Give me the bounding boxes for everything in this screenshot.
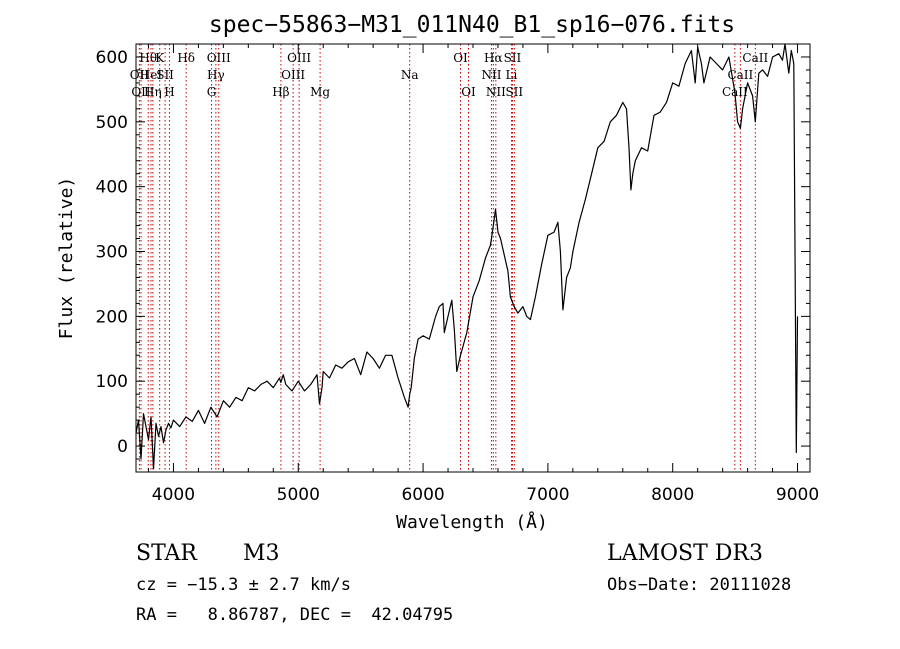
redshift-cz: cz = −15.3 ± 2.7 km/s <box>136 575 351 595</box>
survey-name: LAMOST DR3 <box>607 541 763 566</box>
coordinates: RA = 8.86787, DEC = 42.04795 <box>136 605 453 625</box>
y-tick-label: 500 <box>96 113 128 133</box>
line-label: OIII <box>287 51 311 65</box>
line-label: G <box>207 85 217 99</box>
line-label: Li <box>506 68 518 82</box>
y-tick-label: 400 <box>96 178 128 198</box>
line-label: H <box>164 85 174 99</box>
y-axis-label: Flux (relative) <box>56 177 77 340</box>
x-tick-label: 8000 <box>651 485 694 505</box>
line-label: Hγ <box>207 68 225 82</box>
line-label: NII <box>481 68 501 82</box>
x-axis: 4000 5000 6000 7000 8000 9000 <box>147 44 819 505</box>
line-label: Hα <box>484 51 503 65</box>
y-tick-label: 0 <box>117 437 128 457</box>
line-label: OI <box>461 85 476 99</box>
x-axis-label: Wavelength (Å) <box>396 511 548 533</box>
line-label: HeI <box>140 68 163 82</box>
x-tick-label: 7000 <box>526 485 569 505</box>
line-label: Na <box>401 68 419 82</box>
object-type: STAR <box>136 541 198 566</box>
line-label: OI <box>453 51 468 65</box>
line-label: OII <box>130 68 150 82</box>
y-axis: 0 100 200 300 400 500 600 <box>96 43 810 460</box>
line-label: CaII <box>742 51 768 65</box>
x-tick-label: 5000 <box>277 485 320 505</box>
x-tick-label: 4000 <box>152 485 195 505</box>
x-tick-label: 6000 <box>401 485 444 505</box>
obs-date: Obs−Date: 20111028 <box>607 575 791 595</box>
line-label: SII <box>504 51 522 65</box>
x-tick-label: 9000 <box>776 485 819 505</box>
line-label: SII <box>505 85 523 99</box>
line-label: Hθ <box>139 51 157 65</box>
y-tick-label: 100 <box>96 372 128 392</box>
line-label: Hβ <box>272 85 289 99</box>
spectrum-line <box>135 43 799 470</box>
line-label: Hδ <box>177 51 195 65</box>
subclass: M3 <box>243 541 280 566</box>
y-tick-label: 600 <box>96 48 128 68</box>
line-label: OIII <box>281 68 305 82</box>
line-label: NII <box>486 85 506 99</box>
y-tick-label: 300 <box>96 243 128 263</box>
line-label: Hη <box>144 85 162 99</box>
plot-frame <box>135 43 811 473</box>
line-label: K <box>155 51 165 65</box>
y-tick-label: 200 <box>96 307 128 327</box>
line-label: OIII <box>207 51 231 65</box>
line-label: Mg <box>310 85 330 99</box>
chart-title: spec−55863−M31_011N40_B1_sp16−076.fits <box>209 12 735 38</box>
line-label: SII <box>156 68 174 82</box>
line-label: CaII <box>727 68 753 82</box>
